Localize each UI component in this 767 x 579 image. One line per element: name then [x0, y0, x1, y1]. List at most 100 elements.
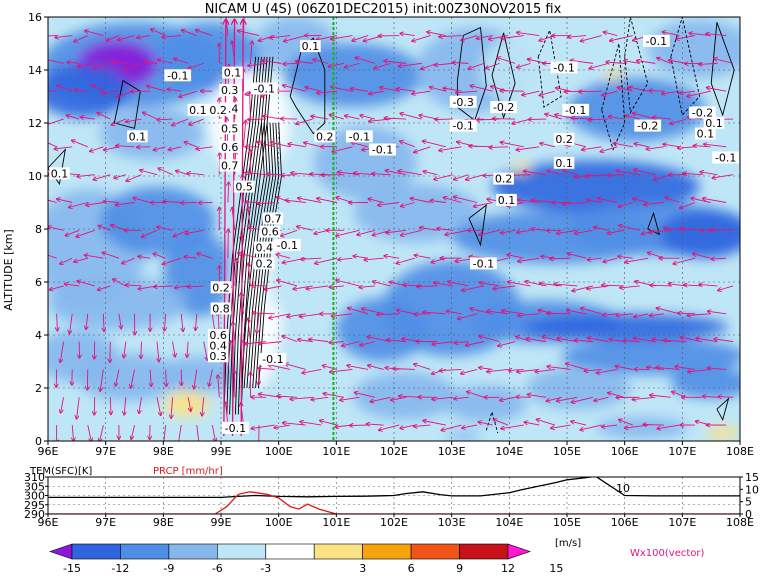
- contour-label: 0.2: [209, 104, 227, 117]
- contour-label: -0.1: [254, 83, 275, 96]
- x-tick-label: 107E: [668, 445, 696, 458]
- colorbar-tick-label: -15: [63, 562, 81, 575]
- colorbar-tick-label: 9: [456, 562, 463, 575]
- colorbar-segment: [120, 544, 168, 559]
- x-tick-label: 104E: [495, 445, 523, 458]
- wind-vector: [500, 91, 524, 92]
- x-tick-label: 100E: [265, 445, 293, 458]
- contour-label: 0.8: [212, 303, 230, 316]
- contour-label: 0.3: [221, 84, 239, 97]
- colorbar-segment: [411, 544, 459, 559]
- colorbar-segment: [72, 544, 120, 559]
- contour-label: 0.2: [316, 130, 334, 143]
- contour-label: 0.1: [189, 104, 207, 117]
- prcp-tick-label: 15: [745, 471, 759, 484]
- prcp-tick-label: 10: [745, 483, 759, 496]
- wind-vector: [414, 314, 430, 315]
- wind-vector: [245, 202, 259, 203]
- contour-label: 0.2: [555, 133, 573, 146]
- x-tick-label: 98E: [153, 445, 174, 458]
- shading-region: [267, 242, 336, 322]
- surface-x-tick-label: 99E: [211, 516, 232, 529]
- surface-x-tick-label: 96E: [38, 516, 59, 529]
- contour-label: -0.1: [349, 130, 370, 143]
- y-tick-label: 0: [35, 435, 42, 448]
- colorbar-end-low: [50, 544, 72, 559]
- contour-label: -0.1: [277, 239, 298, 252]
- shading-region: [705, 426, 740, 439]
- surface-x-tick-label: 100E: [265, 516, 293, 529]
- colorbar-segment: [266, 544, 314, 559]
- surface-x-tick-label: 97E: [95, 516, 116, 529]
- colorbar-segment: [169, 544, 217, 559]
- colorbar-tick-label: -9: [163, 562, 174, 575]
- contour-label: -0.1: [225, 422, 246, 435]
- contour-label: 0.2: [256, 257, 274, 270]
- contour-label: -0.1: [452, 120, 473, 133]
- chart-title: NICAM U (4S) (06Z01DEC2015) init:00Z30NO…: [205, 2, 562, 17]
- wind-vector: [489, 147, 508, 148]
- contour-label: 0.4: [256, 242, 274, 255]
- x-tick-label: 97E: [95, 445, 116, 458]
- shading-region: [596, 417, 688, 438]
- contour-label: 0.1: [129, 130, 147, 143]
- wind-vector: [578, 91, 601, 92]
- contour-label: 0.1: [555, 157, 573, 170]
- colorbar-tick-label: 12: [501, 562, 515, 575]
- contour-label: 0.1: [224, 67, 242, 80]
- surface-panel: TEM(SFC)[K] PRCP [mm/hr] 10 290295300305…: [24, 466, 759, 529]
- y-tick-label: 6: [35, 276, 42, 289]
- vector-legend-label: Wx100(vector): [630, 548, 705, 559]
- surface-annotation: 10: [616, 482, 630, 495]
- colorbar-tick-label: 3: [359, 562, 366, 575]
- colorbar-tick-label: 15: [549, 562, 563, 575]
- surface-x-tick-label: 107E: [668, 516, 696, 529]
- surface-x-tick-label: 105E: [553, 516, 581, 529]
- x-tick-label: 101E: [322, 445, 350, 458]
- colorbar-tick-label: -6: [212, 562, 223, 575]
- y-tick-label: 12: [28, 117, 42, 130]
- x-tick-label: 102E: [380, 445, 408, 458]
- wind-vector: [643, 425, 664, 426]
- colorbar-segment: [217, 544, 265, 559]
- shading-region: [659, 210, 751, 258]
- contour-label: 0.2: [212, 281, 230, 294]
- prcp-tick-label: 5: [745, 496, 752, 509]
- colorbar-segment: [314, 544, 362, 559]
- colorbar-segment: [363, 544, 411, 559]
- y-tick-label: 10: [28, 170, 42, 183]
- surface-x-tick-label: 98E: [153, 516, 174, 529]
- contour-label: 0.6: [221, 141, 239, 154]
- contour-label: 0.1: [705, 117, 723, 130]
- wind-vector: [141, 342, 142, 359]
- surface-x-tick-label: 104E: [495, 516, 523, 529]
- wind-vector: [251, 285, 266, 286]
- contour-label: -0.1: [262, 353, 283, 366]
- y-tick-label: 8: [35, 223, 42, 236]
- x-tick-label: 105E: [553, 445, 581, 458]
- wind-vector: [710, 230, 734, 231]
- contour-label: -0.1: [715, 152, 736, 165]
- wind-vector: [417, 286, 438, 287]
- colorbar-tick-label: -3: [260, 562, 271, 575]
- contour-label: -0.1: [372, 144, 393, 157]
- shading-region: [671, 367, 752, 399]
- y-tick-label: 4: [35, 329, 42, 342]
- colorbar-end-high: [508, 544, 530, 559]
- contour-label: 0.2: [495, 173, 513, 186]
- y-axis-label: ALTITUDE [km]: [2, 229, 15, 310]
- contour-label: 0.1: [498, 194, 516, 207]
- colorbar-tick-label: -12: [111, 562, 129, 575]
- shading-region: [446, 430, 481, 441]
- surface-x-tick-label: 101E: [322, 516, 350, 529]
- surface-x-tick-label: 108E: [726, 516, 754, 529]
- wind-vector: [248, 119, 266, 120]
- x-tick-label: 106E: [611, 445, 639, 458]
- contour-label: -0.1: [565, 104, 586, 117]
- wind-vector: [94, 397, 95, 415]
- contour-label: -0.3: [452, 96, 473, 109]
